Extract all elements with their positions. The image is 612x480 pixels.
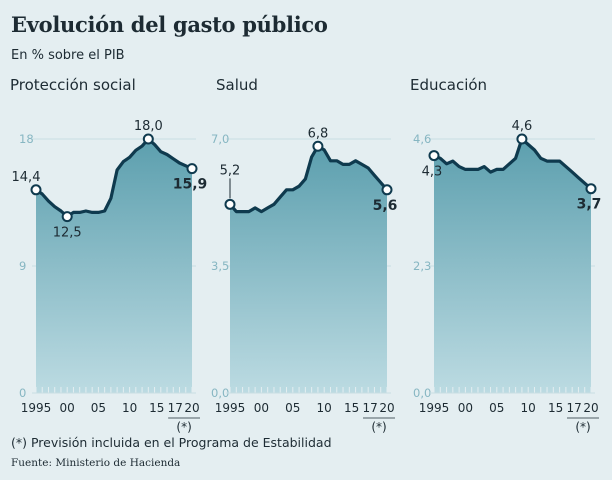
x-tick-label: 20 [379,401,394,415]
y-tick-label: 18 [19,132,34,146]
data-point-marker [186,163,198,175]
x-tick-label: 05 [285,401,300,415]
x-tick-label: 05 [489,401,504,415]
x-tick-label: 05 [91,401,106,415]
y-tick-label: 0 [19,386,26,400]
x-tick-label: 20 [583,401,598,415]
data-point-marker [224,198,236,210]
data-point-marker [428,150,440,162]
series-line [433,137,593,190]
data-label: 5,2 [220,163,241,178]
series-line [228,144,389,214]
x-tick-label: 17 [567,401,582,415]
data-label: 6,8 [308,126,329,141]
data-point-marker [381,184,393,196]
forecast-mark: (*) [176,420,191,434]
x-tick-label: 10 [521,401,536,415]
x-tick-label: 17 [168,401,183,415]
data-label: 4,3 [422,165,443,180]
x-tick-label: 00 [458,401,473,415]
forecast-mark: (*) [575,420,590,434]
data-label: 18,0 [134,119,163,134]
series-line [35,137,193,219]
x-tick-label: 15 [344,401,359,415]
data-point-marker [30,184,42,196]
data-label: 5,6 [373,198,398,214]
panel-title: Educación [410,76,487,94]
x-tick-label: 00 [254,401,269,415]
x-tick-label: 00 [60,401,75,415]
data-point-marker [142,133,154,145]
y-tick-label: 7,0 [211,132,229,146]
data-label: 12,5 [53,226,82,241]
chart-subtitle: En % sobre el PIB [11,48,125,63]
y-tick-label: 4,6 [413,132,431,146]
area-fill [230,146,387,393]
data-label: 15,9 [173,177,208,193]
area-fill [36,139,192,393]
data-point-marker [312,140,324,152]
source-note: Fuente: Ministerio de Hacienda [11,457,181,469]
x-tick-label: 1995 [215,401,246,415]
forecast-note: (*) Previsión incluida en el Programa de… [11,435,332,450]
y-tick-label: 3,5 [211,259,229,273]
forecast-mark: (*) [371,420,386,434]
x-tick-label: 17 [363,401,378,415]
data-label: 14,4 [12,170,41,185]
panel-3: Educación 0,0 2,3 4,6 1995 00 05 10 15 17 20 (*) 4,3… [410,76,601,434]
panel-title: Salud [216,76,258,94]
data-label: 4,6 [512,119,533,134]
x-tick-label: 1995 [21,401,52,415]
y-tick-label: 2,3 [413,259,431,273]
y-tick-label: 0,0 [211,386,229,400]
y-tick-label: 0,0 [413,386,431,400]
area-fill [434,139,591,393]
panel-1: Protección social 0 9 18 1995 00 05 10 15 17 20 (*)… [10,76,207,434]
x-tick-label: 1995 [419,401,450,415]
x-tick-label: 15 [149,401,164,415]
data-point-marker [61,211,73,223]
chart-title: Evolución del gasto público [11,12,328,37]
x-tick-label: 10 [317,401,332,415]
y-tick-label: 9 [19,259,26,273]
x-tick-label: 20 [184,401,199,415]
data-point-marker [516,133,528,145]
panel-title: Protección social [10,76,136,94]
panel-2: Salud 0,0 3,5 7,0 1995 00 05 10 15 17 20 (*) 5,2 6,8 5… [211,76,397,434]
data-point-marker [585,183,597,195]
x-tick-label: 15 [548,401,563,415]
x-tick-label: 10 [122,401,137,415]
data-label: 3,7 [577,197,602,213]
